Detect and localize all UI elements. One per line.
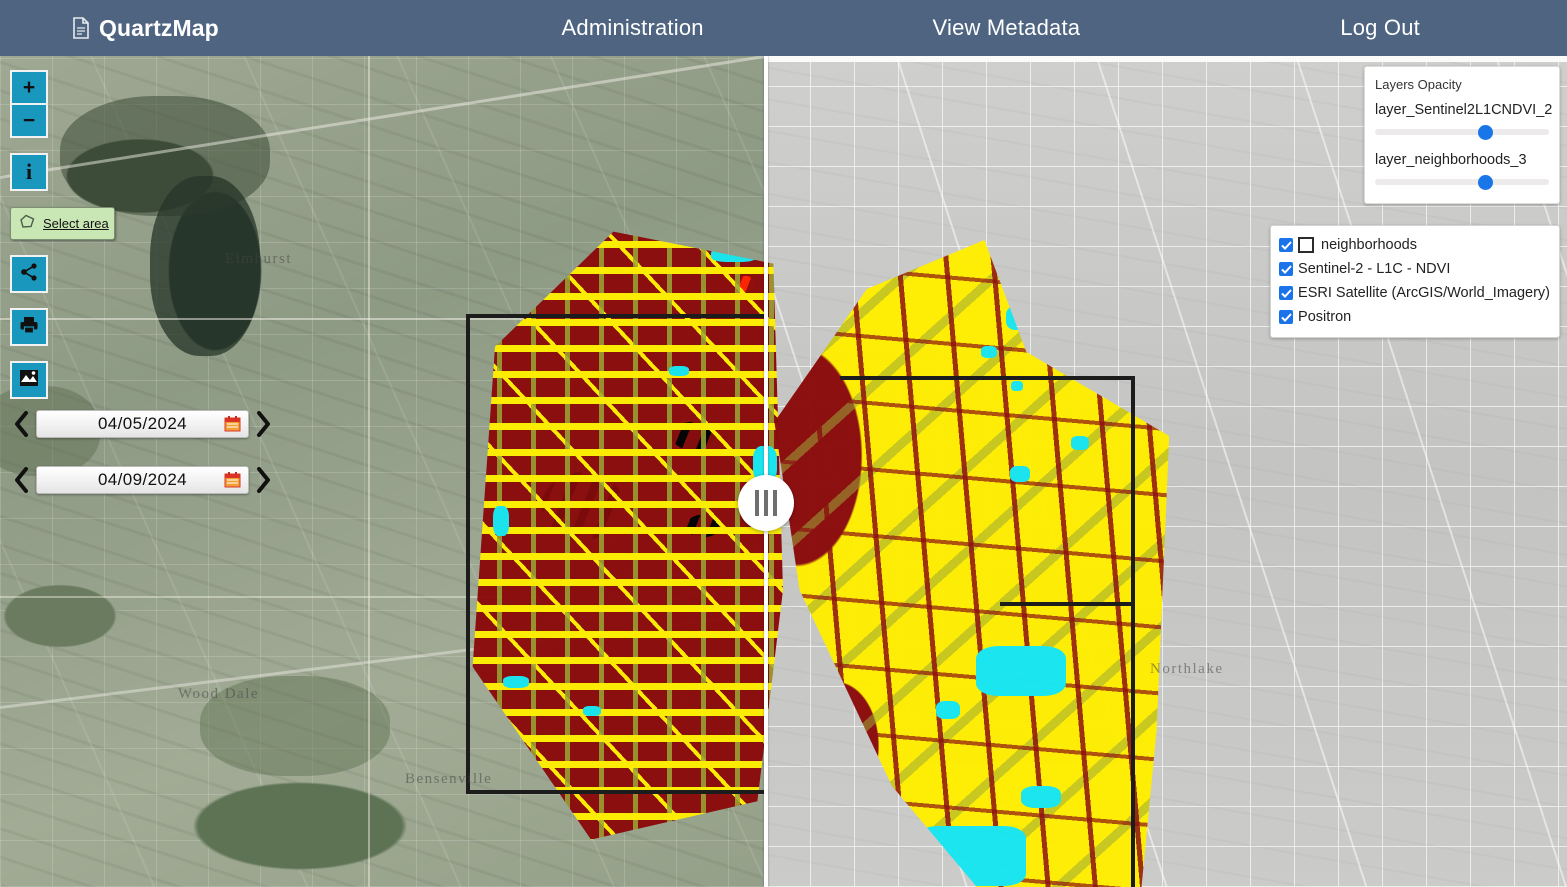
date-range-controls: 04/05/2024 [8, 402, 277, 502]
nav-administration-label: Administration [561, 15, 704, 40]
end-date-value: 04/09/2024 [97, 470, 188, 489]
toolbar-spacer [10, 240, 115, 255]
share-button[interactable] [10, 255, 48, 293]
start-date-value: 04/05/2024 [97, 414, 188, 433]
handle-bar [764, 490, 768, 516]
start-date-prev-button[interactable] [8, 404, 36, 444]
neighborhood-boundary [466, 314, 766, 794]
select-area-label: Select area [43, 216, 109, 231]
layer-checkbox-positron[interactable] [1279, 310, 1294, 324]
layer-row-esri-satellite[interactable]: ESRI Satellite (ArcGIS/World_Imagery) [1279, 281, 1550, 305]
handle-bar [755, 490, 759, 516]
nav-log-out[interactable]: Log Out [1193, 0, 1567, 56]
layers-opacity-panel: Layers Opacity layer_Sentinel2L1CNDVI_2 … [1364, 66, 1560, 204]
neighborhood-boundary [1000, 486, 1135, 606]
nav-view-metadata[interactable]: View Metadata [820, 0, 1194, 56]
brand-home-link[interactable]: QuartzMap [0, 0, 446, 56]
layers-opacity-title: Layers Opacity [1375, 77, 1462, 92]
layer-row-sentinel2[interactable]: Sentinel-2 - L1C - NDVI [1279, 257, 1550, 281]
opacity-layer-name: layer_neighborhoods_3 [1375, 152, 1527, 168]
brand-title: QuartzMap [99, 14, 219, 41]
calendar-icon[interactable] [224, 471, 241, 493]
end-date-row: 04/09/2024 [8, 458, 277, 502]
layer-label-esri-satellite: ESRI Satellite (ArcGIS/World_Imagery) [1298, 285, 1550, 301]
end-date-field[interactable]: 04/09/2024 [36, 466, 249, 494]
handle-bar [773, 490, 777, 516]
start-date-next-button[interactable] [249, 404, 277, 444]
zoom-control-group: + − [10, 70, 115, 138]
layer-label-positron: Positron [1298, 309, 1352, 325]
opacity-slider-sentinel2[interactable] [1375, 123, 1549, 141]
calendar-icon[interactable] [224, 415, 241, 437]
opacity-layer-name: layer_Sentinel2L1CNDVI_2 [1375, 102, 1553, 118]
slider-thumb[interactable] [1478, 175, 1493, 190]
toolbar-spacer [10, 138, 115, 153]
polygon-icon [19, 214, 36, 234]
map-toolbar: + − i Select area [10, 70, 115, 399]
info-icon: i [25, 159, 33, 184]
slider-thumb[interactable] [1478, 125, 1493, 140]
toolbar-spacer [10, 293, 115, 308]
layer-control-panel: neighborhoods Sentinel-2 - L1C - NDVI ES… [1270, 225, 1560, 338]
end-date-prev-button[interactable] [8, 460, 36, 500]
zoom-out-button[interactable]: − [10, 104, 48, 138]
neighborhood-boundary [840, 376, 1135, 887]
layer-checkbox-sentinel2[interactable] [1279, 262, 1294, 276]
slider-track [1375, 129, 1549, 135]
select-area-button[interactable]: Select area [10, 207, 115, 240]
print-button[interactable] [10, 308, 48, 346]
layer-label-neighborhoods: neighborhoods [1321, 237, 1417, 253]
nav-log-out-label: Log Out [1340, 15, 1420, 40]
start-date-row: 04/05/2024 [8, 402, 277, 446]
end-date-next-button[interactable] [249, 460, 277, 500]
top-navigation-bar: QuartzMap Administration View Metadata L… [0, 0, 1567, 56]
zoom-in-button[interactable]: + [10, 70, 48, 104]
nav-administration[interactable]: Administration [446, 0, 820, 56]
layer-checkbox-neighborhoods[interactable] [1279, 238, 1294, 252]
raster-export-icon [18, 368, 40, 392]
raster-export-button[interactable] [10, 361, 48, 399]
layer-label-sentinel2: Sentinel-2 - L1C - NDVI [1298, 261, 1451, 277]
swipe-divider-line [764, 56, 768, 887]
layer-row-neighborhoods[interactable]: neighborhoods [1279, 233, 1550, 257]
layer-checkbox-esri-satellite[interactable] [1279, 286, 1294, 300]
nav-view-metadata-label: View Metadata [932, 15, 1081, 40]
plus-icon: + [22, 76, 36, 99]
layer-row-positron[interactable]: Positron [1279, 305, 1550, 329]
map-canvas[interactable]: Wood Dale Bensenville Northlake Itasca E… [0, 56, 1567, 887]
document-icon [72, 17, 90, 39]
start-date-field[interactable]: 04/05/2024 [36, 410, 249, 438]
ndvi-raster-left [472, 231, 783, 840]
info-button[interactable]: i [10, 153, 48, 191]
toolbar-spacer [10, 346, 115, 361]
neighborhoods-swatch-icon [1298, 237, 1315, 253]
share-icon [19, 262, 39, 286]
opacity-slider-neighborhoods[interactable] [1375, 173, 1549, 191]
swipe-divider-handle[interactable] [738, 475, 794, 531]
minus-icon: − [22, 109, 36, 132]
slider-track [1375, 179, 1549, 185]
print-icon [18, 315, 40, 339]
